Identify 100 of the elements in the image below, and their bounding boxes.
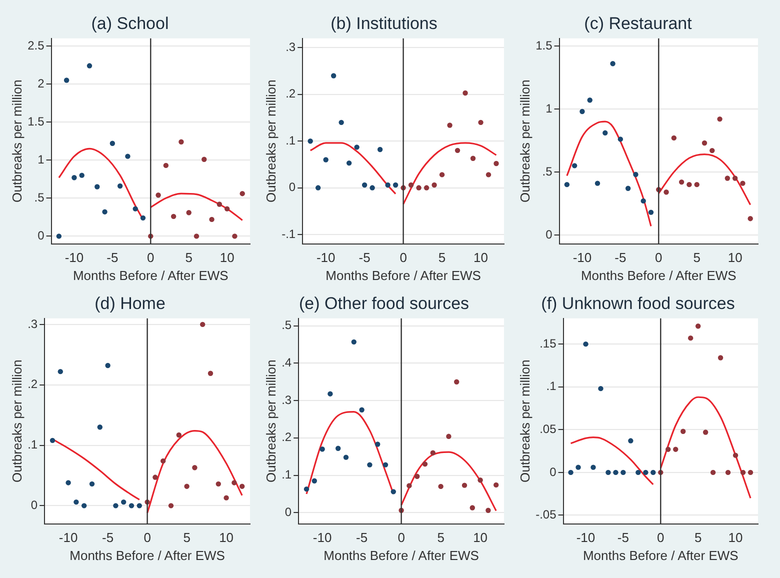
point	[94, 184, 100, 190]
point	[136, 503, 142, 508]
point	[97, 424, 103, 430]
point	[208, 370, 214, 376]
y-tick-label: 2	[38, 76, 45, 90]
y-tick-label: .5	[282, 318, 292, 332]
point	[406, 483, 412, 488]
point	[56, 234, 62, 239]
line-series	[146, 430, 243, 514]
chart-title: (a) School	[91, 14, 169, 33]
point	[686, 182, 692, 188]
y-tick-label: .3	[286, 40, 296, 54]
point	[650, 470, 656, 476]
point	[362, 182, 368, 188]
point	[200, 322, 206, 328]
point	[710, 470, 716, 476]
point	[132, 206, 138, 212]
point	[128, 503, 134, 508]
point	[606, 470, 611, 476]
x-tick-label: 0	[398, 530, 405, 546]
chart-title: (d) Home	[94, 294, 166, 313]
point	[673, 446, 678, 452]
y-tick-label: .1	[28, 438, 38, 452]
point	[648, 210, 654, 215]
point	[72, 175, 77, 180]
x-axis-title: Months Before / After EWS	[72, 268, 229, 283]
point	[338, 120, 344, 126]
point	[168, 503, 174, 508]
point	[156, 192, 161, 198]
point	[315, 185, 321, 190]
point	[740, 470, 746, 476]
y-tick-label: .4	[282, 356, 292, 370]
point	[232, 480, 237, 486]
point	[568, 470, 574, 476]
point	[320, 446, 325, 452]
point	[105, 362, 110, 368]
x-axis-title: Months Before / After EWS	[70, 548, 226, 563]
line-series	[570, 436, 654, 486]
point	[564, 182, 570, 188]
point	[680, 428, 686, 434]
chart-title: (b) Institutions	[330, 14, 438, 33]
point	[50, 438, 56, 444]
x-tick-label: -10	[576, 530, 596, 546]
x-tick-label: -10	[64, 250, 84, 266]
point	[618, 136, 624, 142]
point	[633, 172, 638, 178]
point	[113, 503, 118, 508]
y-tick-label: -.1	[282, 226, 296, 241]
point	[572, 163, 578, 168]
point	[160, 458, 166, 464]
point	[430, 450, 436, 456]
point	[354, 144, 360, 150]
point	[224, 206, 230, 212]
point	[328, 391, 333, 396]
point	[478, 478, 483, 483]
point	[343, 454, 349, 460]
point	[636, 470, 641, 476]
point	[438, 484, 444, 490]
point	[424, 185, 430, 190]
y-tick-label: .1	[546, 379, 557, 394]
y-axis-title: Outbreaks per million	[517, 360, 532, 483]
x-tick-label: -5	[614, 250, 626, 266]
point	[170, 214, 176, 220]
point	[390, 489, 396, 494]
point	[110, 140, 116, 146]
x-tick-label: 5	[437, 530, 444, 546]
point	[323, 157, 328, 162]
y-tick-label: .1	[286, 133, 296, 148]
point	[422, 461, 428, 467]
point	[216, 481, 221, 487]
x-tick-label: 0	[400, 250, 407, 266]
x-axis-title: Months Before / After EWS	[580, 268, 737, 283]
x-axis-title: Months Before / After EWS	[326, 268, 482, 283]
point	[408, 182, 414, 188]
x-tick-label: 10	[728, 250, 742, 266]
point	[370, 185, 375, 190]
y-tick-label: 0	[284, 504, 292, 519]
point	[192, 465, 198, 470]
point	[414, 474, 420, 479]
line-series	[566, 120, 652, 227]
point	[121, 499, 126, 505]
point	[694, 182, 700, 188]
point	[590, 464, 596, 470]
point	[86, 63, 92, 68]
line-series	[310, 142, 396, 195]
point	[194, 234, 200, 239]
point	[312, 478, 318, 484]
y-tick-label: .3	[282, 392, 292, 407]
point	[620, 470, 626, 476]
point	[375, 442, 380, 447]
y-tick-label: 1.5	[28, 114, 45, 128]
point	[702, 430, 708, 435]
x-tick-label: 10	[473, 530, 488, 546]
point	[486, 172, 492, 178]
x-tick-label: -5	[106, 250, 118, 266]
y-tick-label: 0	[550, 464, 557, 479]
line-series	[660, 396, 752, 499]
point	[447, 122, 452, 128]
y-tick-label: 0	[546, 227, 553, 242]
point	[89, 481, 95, 487]
